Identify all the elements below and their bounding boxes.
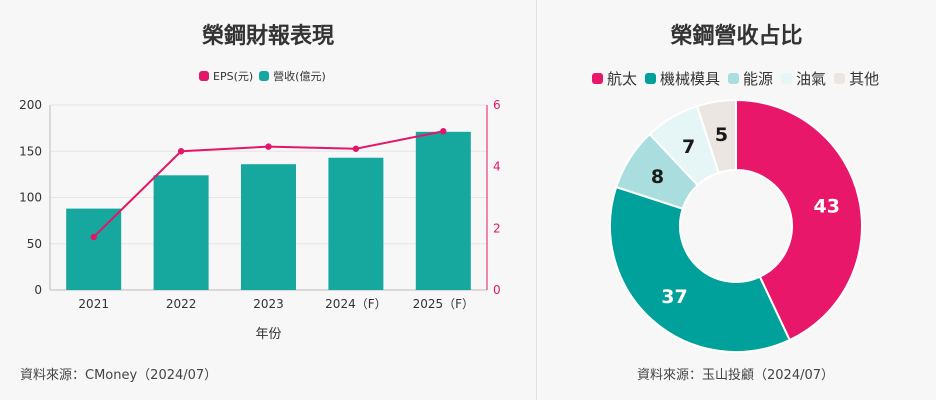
chart-title-right: 榮鋼營收占比 [670,24,803,49]
revenue-eps-panel: 榮鋼財報表現 EPS(元) 營收(億元) 0 50 100 150 200 0 2 4 6 202… [19,24,501,383]
legend-swatch [781,73,793,84]
eps-point [177,148,185,155]
legend-swatch-revenue [259,71,270,81]
slice-value-label: 37 [661,286,687,308]
legend-left: EPS(元) 營收(億元) [199,68,326,84]
legend-label: 其他 [849,70,880,88]
source-left: 資料來源：CMoney（2024/07） [20,368,218,383]
slice-value-label: 8 [651,166,664,188]
y-tick-label: 0 [34,283,42,297]
y-tick-label: 100 [19,191,42,205]
y2-tick-label: 6 [493,98,501,112]
panel-divider [536,0,537,400]
eps-point [90,233,97,241]
x-tick-label: 2022 [166,297,197,311]
slice-value-label: 5 [715,124,728,146]
legend-label: 航太 [607,70,638,88]
legend-label-revenue: 營收(億元) [273,70,326,83]
donut-chart: 43 37 875 [609,98,863,353]
legend-label-eps: EPS(元) [213,70,254,83]
legend-item: 機械模具 [645,68,720,89]
revenue-bar [241,164,296,290]
combo-chart: 0 50 100 150 200 0 2 4 6 2021 2022 2023 2024（F） 2025（… [19,98,501,342]
legend-swatch [834,73,846,84]
slice-value-label: 7 [682,136,695,158]
y-tick-label: 200 [19,98,42,112]
legend-swatch-eps [199,71,209,81]
donut-slice [609,185,791,353]
revenue-share-panel: 榮鋼營收占比 航太 機械模具 能源 油氣 其他 43 37 8 7 5 資料來源：玉山投顧（20… [537,0,936,400]
legend-label: 油氣 [796,70,827,88]
legend-swatch [728,73,740,84]
donut-slice [695,98,737,175]
slice-value-label: 43 [814,196,840,218]
chart-title-left: 榮鋼財報表現 [201,24,334,49]
legend-item: 航太 [592,68,637,89]
legend-item: 其他 [834,68,879,89]
y-tick-label: 150 [19,144,42,158]
x-tick-label: 2025（F） [413,297,474,311]
legend-right: 航太 機械模具 能源 油氣 其他 [592,68,879,89]
legend-swatch [645,73,657,84]
revenue-bar [66,208,122,290]
eps-point [352,145,360,152]
x-tick-label: 2024（F） [325,297,386,311]
y-tick-label: 50 [27,237,42,251]
legend-item: 能源 [728,68,773,89]
eps-point [265,143,272,150]
legend-label: 能源 [743,70,774,88]
x-tick-label: 2023 [253,297,284,311]
eps-point [440,128,447,135]
legend-item: 油氣 [781,68,826,89]
legend-swatch [592,73,603,84]
legend-item-eps: EPS(元) [199,68,253,84]
x-axis-title: 年份 [255,327,281,342]
x-tick-label: 2021 [78,297,109,311]
legend-label: 機械模具 [660,70,721,88]
y2-tick-label: 0 [493,283,501,297]
revenue-bar [415,131,471,290]
y2-tick-label: 4 [493,160,501,174]
revenue-bar [328,157,384,290]
y2-tick-label: 2 [493,221,501,235]
source-right: 資料來源：玉山投顧（2024/07） [637,368,835,383]
revenue-bar [153,175,209,290]
legend-item-revenue: 營收(億元) [259,68,326,84]
donut-slice [735,98,863,342]
